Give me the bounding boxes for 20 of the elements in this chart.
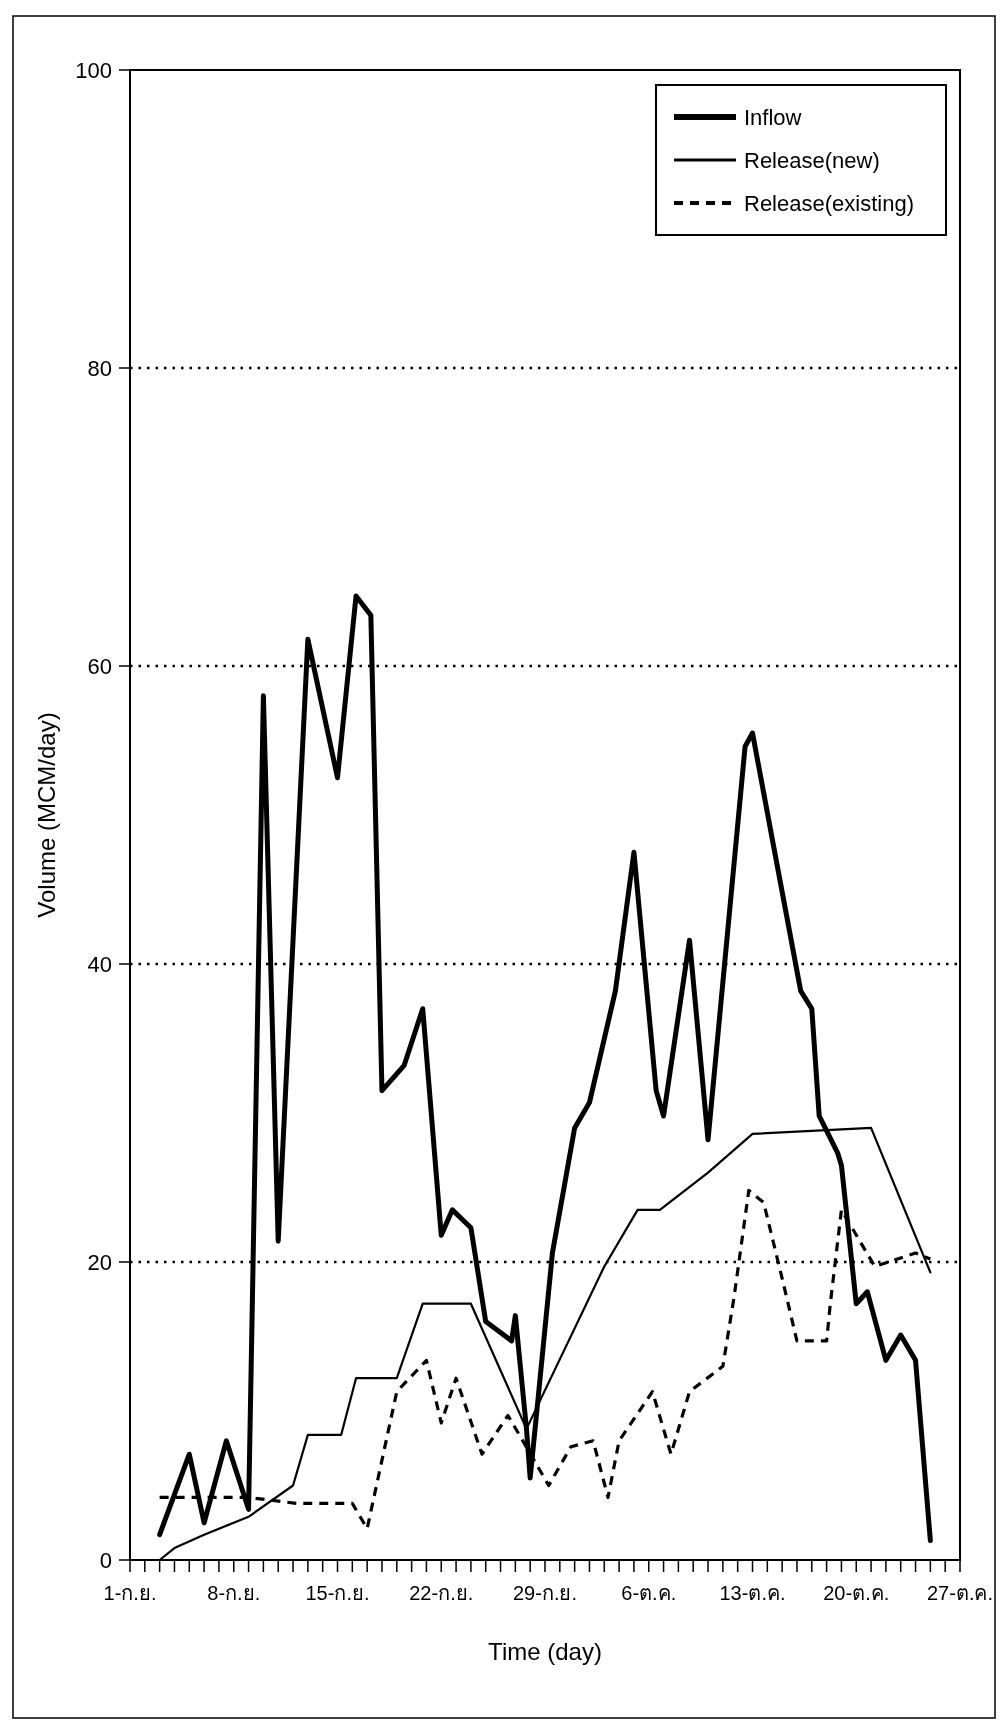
y-tick-label: 0 [99,1548,112,1573]
x-tick-label: 27-ต.ค. [926,1582,994,1604]
x-tick-label: 22-ก.ย. [409,1582,474,1604]
y-tick-label: 20 [87,1250,112,1275]
legend-label: Inflow [744,105,802,130]
x-tick-label: 20-ต.ค. [823,1582,890,1604]
legend-label: Release(new) [744,148,880,173]
x-tick-label: 13-ต.ค. [719,1582,786,1604]
x-tick-label: 8-ก.ย. [207,1582,261,1604]
x-tick-label: 29-ก.ย. [512,1582,578,1604]
x-axis-title: Time (day) [488,1638,602,1665]
y-tick-label: 80 [87,356,112,381]
x-tick-label: 6-ต.ค. [621,1582,677,1604]
y-axis-title: Volume (MCM/day) [33,712,60,918]
x-tick-label: 15-ก.ย. [305,1582,370,1604]
y-tick-label: 40 [87,952,112,977]
y-tick-label: 100 [75,58,112,83]
x-tick-label: 1-ก.ย. [103,1582,157,1604]
legend-label: Release(existing) [744,191,914,216]
y-tick-label: 60 [87,654,112,679]
